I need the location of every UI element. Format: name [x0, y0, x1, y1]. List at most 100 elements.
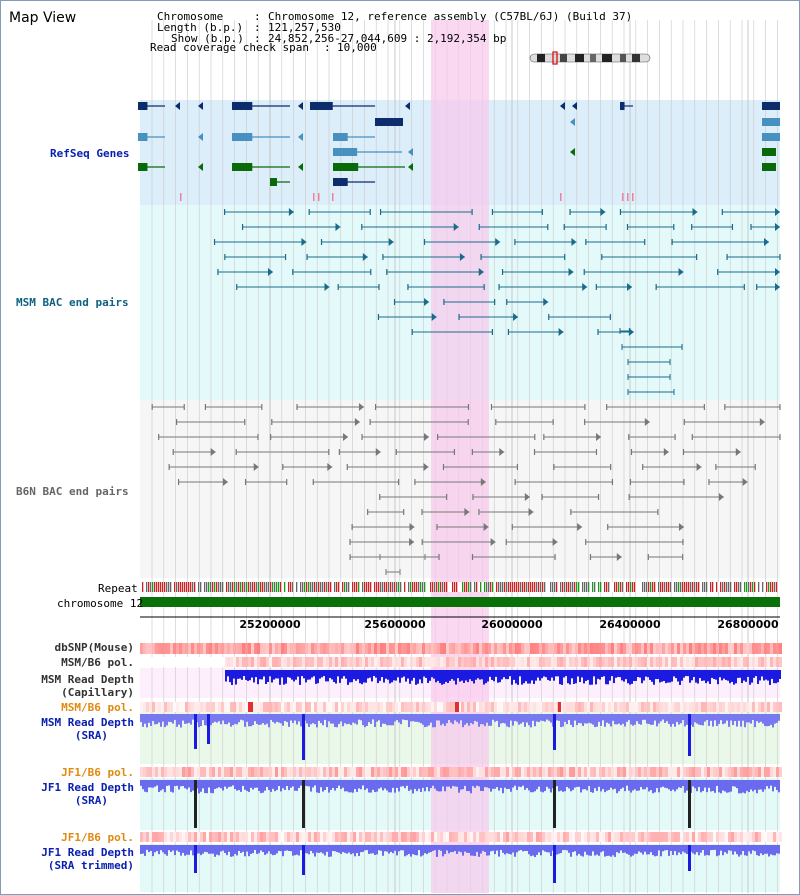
depth-bar — [242, 714, 244, 721]
heat-cell — [152, 832, 155, 842]
heat-cell — [596, 643, 599, 654]
msm-bac-label[interactable]: MSM BAC end pairs — [16, 296, 129, 309]
heat-cell — [266, 702, 269, 712]
depth-bar — [434, 714, 436, 728]
heat-cell — [401, 767, 404, 777]
read-depth-tracks[interactable] — [140, 670, 781, 883]
depth-bar — [214, 780, 216, 789]
depth-bar — [530, 714, 532, 728]
depth-bar — [632, 845, 634, 856]
msm-b6-pol-label-2[interactable]: MSM/B6 pol. — [61, 701, 134, 714]
heat-cell — [290, 767, 293, 777]
repeat-element — [376, 582, 378, 592]
chromosome-ideogram[interactable] — [529, 51, 651, 65]
depth-bar — [178, 845, 180, 852]
depth-bar — [512, 780, 514, 788]
heat-cell — [773, 643, 776, 654]
msm-depth-cap-label[interactable]: MSM Read Depth — [41, 673, 134, 686]
repeat-track[interactable] — [140, 582, 780, 592]
highlight-region[interactable] — [431, 20, 489, 893]
refseq-genes-label[interactable]: RefSeq Genes — [50, 147, 130, 160]
heat-cell — [290, 832, 293, 842]
depth-bar — [534, 780, 536, 792]
depth-bar — [338, 780, 340, 786]
refseq-gene-models[interactable] — [138, 102, 780, 201]
heat-cell — [221, 702, 224, 712]
b6n-bac-label[interactable]: B6N BAC end pairs — [16, 485, 129, 498]
depth-bar — [710, 780, 712, 792]
dbsnp-label[interactable]: dbSNP(Mouse) — [54, 641, 134, 654]
heat-cell — [569, 767, 572, 777]
depth-bar — [439, 670, 441, 684]
chromosome-label: chromosome 12 — [57, 597, 144, 610]
depth-bar — [684, 714, 686, 727]
depth-bar — [596, 780, 598, 791]
msm-bac-pairs[interactable] — [213, 208, 781, 395]
heat-cell — [620, 643, 623, 654]
heat-cell — [572, 767, 575, 777]
repeat-element — [260, 582, 262, 592]
depth-bar — [626, 845, 628, 854]
depth-bar — [738, 714, 740, 721]
heat-cell — [629, 767, 632, 777]
heat-cell — [758, 832, 761, 842]
depth-bar — [584, 845, 586, 852]
repeat-element — [702, 582, 704, 592]
depth-bar — [625, 670, 627, 680]
depth-bar — [702, 714, 704, 726]
depth-bar — [276, 845, 278, 854]
jf1-depth-trim-label[interactable]: JF1 Read Depth — [41, 846, 134, 859]
b6n-bac-pairs[interactable] — [151, 403, 781, 575]
depth-bar — [667, 670, 669, 683]
msm-depth-sra-label[interactable]: MSM Read Depth — [41, 716, 134, 729]
repeat-element — [270, 582, 272, 592]
depth-bar — [369, 670, 371, 678]
depth-bar — [418, 780, 420, 789]
depth-bar — [454, 714, 456, 721]
repeat-element — [728, 582, 730, 592]
heat-cell — [485, 767, 488, 777]
depth-bar — [362, 714, 364, 726]
msm-b6-pol-label[interactable]: MSM/B6 pol. — [61, 656, 134, 669]
depth-bar — [696, 780, 698, 792]
heat-cell — [734, 767, 737, 777]
repeat-element — [204, 582, 206, 592]
heat-cell — [518, 767, 521, 777]
depth-bar — [740, 780, 742, 794]
depth-bar — [274, 714, 276, 724]
heat-cell — [215, 702, 218, 712]
heat-cell — [191, 832, 194, 842]
depth-bar — [226, 780, 228, 789]
heat-cell — [608, 767, 611, 777]
heat-cell — [179, 832, 182, 842]
depth-bar — [431, 670, 433, 678]
heat-cell — [608, 832, 611, 842]
depth-bar — [682, 780, 684, 787]
depth-bar — [437, 670, 439, 681]
heat-cell — [287, 767, 290, 777]
repeat-element — [582, 582, 584, 592]
depth-bar — [410, 714, 412, 722]
depth-bar — [405, 670, 407, 682]
heat-cell — [557, 832, 560, 842]
depth-bar — [692, 714, 694, 727]
heat-cell — [695, 657, 698, 667]
heat-cell — [170, 767, 173, 777]
heat-cell — [239, 657, 242, 667]
depth-bar — [224, 845, 226, 853]
repeat-element — [264, 582, 266, 592]
heat-cell — [704, 832, 707, 842]
polymorphism-heat-tracks[interactable] — [140, 643, 782, 842]
jf1-depth-sra-label[interactable]: JF1 Read Depth — [41, 781, 134, 794]
depth-bar — [182, 714, 184, 721]
depth-bar — [154, 714, 156, 725]
jf1-b6-pol-label-2[interactable]: JF1/B6 pol. — [61, 831, 134, 844]
bac-pair — [644, 418, 650, 426]
heat-cell — [335, 832, 338, 842]
chromosome-bar[interactable] — [140, 597, 780, 607]
gene-exon — [232, 163, 253, 171]
heat-cell — [491, 643, 494, 654]
jf1-b6-pol-label[interactable]: JF1/B6 pol. — [61, 766, 134, 779]
depth-bar — [538, 714, 540, 723]
